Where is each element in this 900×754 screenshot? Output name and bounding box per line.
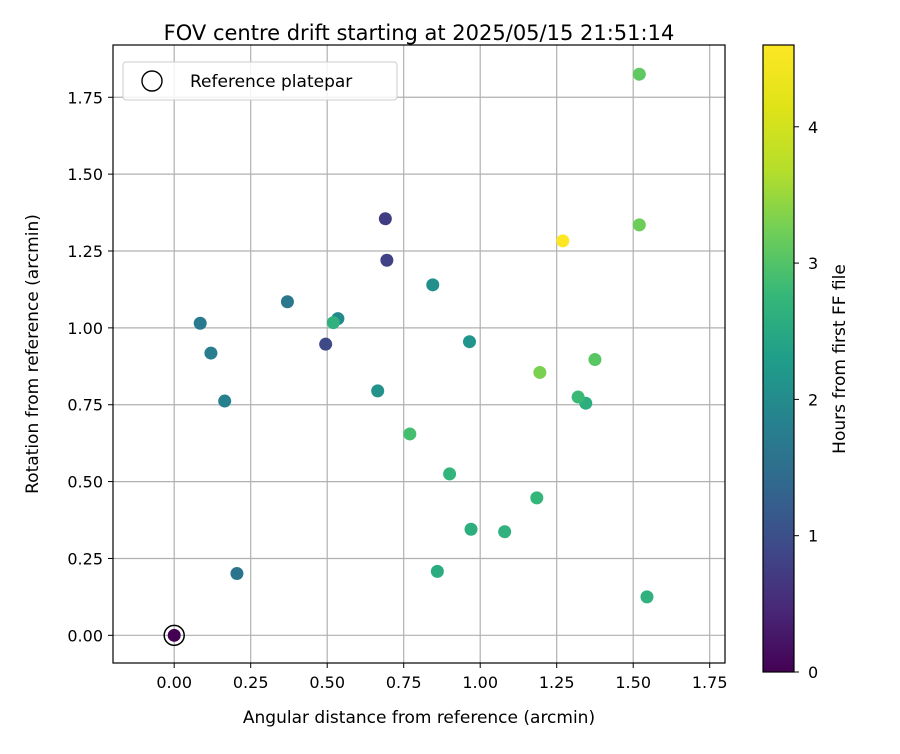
data-point [632,67,646,81]
colorbar-tick-label: 1 [808,527,818,546]
x-ticks: 0.00 0.25 0.50 0.75 1.00 1.25 1.50 1.75 [156,663,728,692]
colorbar-label: Hours from first FF file [830,264,850,454]
x-tick-label: 1.25 [539,673,575,692]
legend-label: Reference platepar [190,72,352,92]
points-layer [163,67,654,647]
x-axis-label: Angular distance from reference (arcmin) [243,708,595,728]
colorbar-frame [762,44,795,673]
data-point [204,346,218,360]
x-tick-label: 1.00 [462,673,498,692]
data-point [403,427,417,441]
x-tick-label: 0.75 [386,673,422,692]
grid-layer [113,45,725,663]
data-point [378,212,392,226]
colorbar-tick-label: 3 [808,254,818,273]
colorbar-fill [763,45,794,672]
x-tick-label: 1.75 [692,673,728,692]
y-tick-label: 0.75 [67,396,103,415]
data-point [530,491,544,505]
data-point [462,335,476,349]
data-point [632,218,646,232]
data-point [588,353,602,367]
colorbar-tick-label: 0 [808,663,818,682]
legend-box [122,61,398,101]
x-tick-label: 0.50 [309,673,345,692]
data-point [371,384,385,398]
data-point [326,316,340,330]
colorbar: 0 1 2 3 4 Hours from first FF file [762,44,850,682]
data-point [167,628,181,642]
legend: Reference platepar [122,61,398,101]
colorbar-ticks: 0 1 2 3 4 [794,118,818,682]
colorbar-tick-label: 2 [808,390,818,409]
data-point [230,567,244,581]
y-tick-label: 1.75 [67,88,103,107]
data-point [640,590,654,604]
data-point [571,390,585,404]
x-tick-label: 0.00 [156,673,192,692]
reference-marker [163,624,185,647]
legend-marker [141,70,163,92]
y-tick-label: 1.50 [67,165,103,184]
data-point [280,295,294,309]
y-tick-label: 0.50 [67,473,103,492]
data-point [193,316,207,330]
data-point [319,337,333,351]
data-point [498,525,512,539]
y-tick-label: 1.25 [67,242,103,261]
data-point [443,467,457,481]
y-tick-label: 0.00 [67,626,103,645]
data-point [556,234,570,248]
data-point [218,394,232,408]
colorbar-tick-label: 4 [808,118,818,137]
chart-title: FOV centre drift starting at 2025/05/15 … [164,21,675,45]
y-axis-label: Rotation from reference (arcmin) [23,214,43,494]
x-tick-label: 0.25 [233,673,269,692]
plot-frame [112,44,726,664]
data-point [380,253,394,267]
y-tick-label: 1.00 [67,319,103,338]
data-point [464,522,478,536]
data-point [533,365,547,379]
data-point [426,278,440,292]
data-point [430,564,444,578]
y-tick-label: 0.25 [67,549,103,568]
x-tick-label: 1.50 [615,673,651,692]
y-ticks: 0.00 0.25 0.50 0.75 1.00 1.25 1.50 1.75 [67,88,113,645]
